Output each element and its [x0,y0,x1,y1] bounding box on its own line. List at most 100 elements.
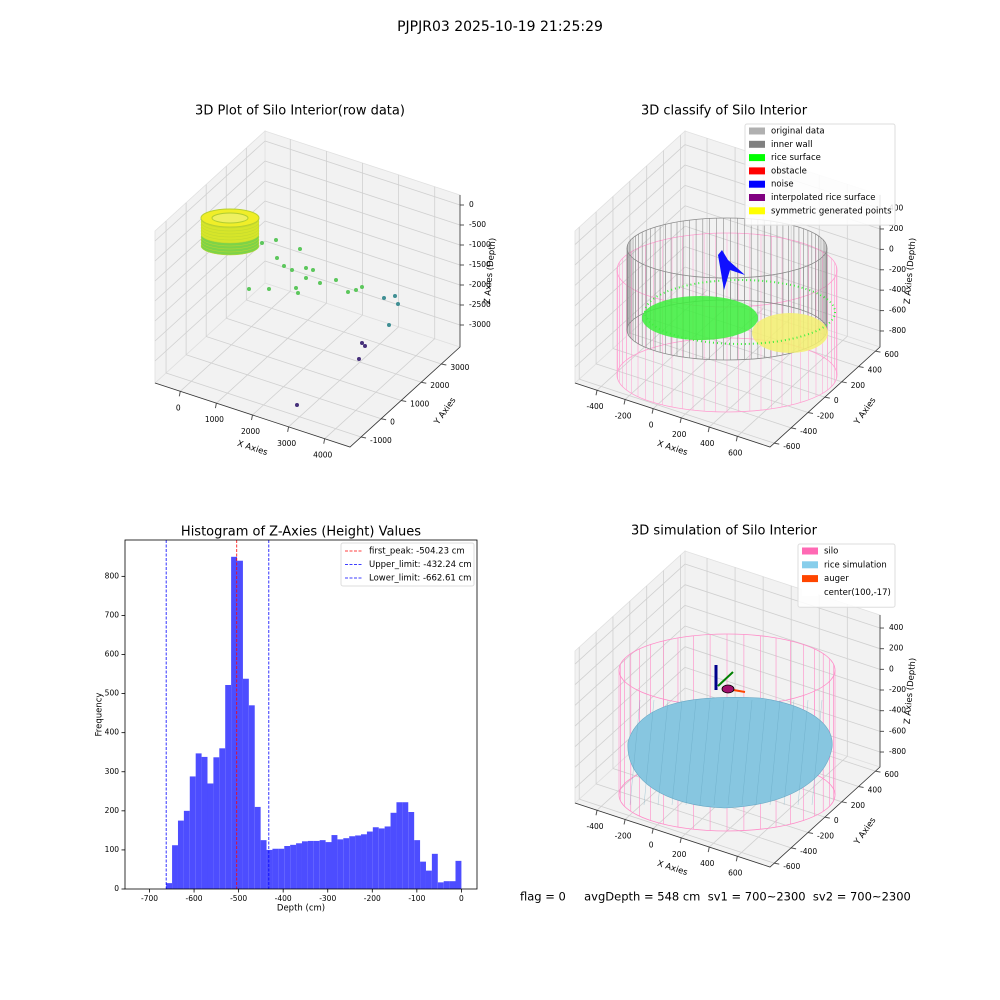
legend-box [797,543,896,608]
grid-line [154,240,266,342]
y-tick-label: 2000 [430,381,449,390]
y-tick-label: 0 [834,816,839,825]
bar [366,831,373,889]
tick-mark [790,847,797,850]
bar [242,678,249,889]
mesh-line [755,699,767,806]
tick-mark [841,801,847,804]
point [304,266,308,270]
mesh-line [811,699,823,806]
z-tick-label: -600 [889,306,906,315]
bar [437,882,444,889]
mesh-line [741,699,753,806]
tick-mark [858,365,864,368]
grid-line [206,336,402,401]
bar [219,748,226,889]
y-axis-label: Y Axies [432,395,459,427]
bar [425,870,432,889]
grid-line [579,378,775,444]
x-tick-label: 0 [459,894,464,903]
legend-label: original data [771,127,825,137]
plot-title: Histogram of Z-Axies (Height) Values [181,525,421,540]
bar [301,841,308,889]
plot-title: 3D Plot of Silo Interior(row data) [195,104,405,119]
mesh-line [727,699,739,806]
point-cloud [644,279,836,345]
legend-label: auger [824,574,849,584]
z-tick-label: -200 [889,685,906,694]
legend-swatch [802,588,818,596]
bar [408,812,415,889]
grid-line [574,225,686,327]
bar [254,806,261,889]
grid-line [264,140,461,206]
point-cloud [752,313,828,353]
legend-label: silo [824,547,838,557]
point [260,241,264,245]
grid-line [574,667,686,768]
legend-swatch [749,180,765,188]
y-tick-label: -600 [783,862,800,871]
grid-line [264,180,461,246]
x-tick-label: 0 [649,841,654,850]
tick-mark [595,810,598,816]
tick-mark [251,414,253,421]
x-tick-label: 1000 [205,415,224,424]
bar [378,828,385,889]
point [294,286,298,290]
tick-mark [421,381,427,384]
legend-label: symmetric generated points [771,206,892,216]
bar [390,812,397,889]
z-tick-label: -1500 [469,260,491,269]
tick-mark [707,426,710,433]
y-tick-label: 0 [114,884,119,893]
legend-label: obstacle [771,166,807,176]
x-tick-label: 400 [700,439,715,448]
y-tick-label: 300 [105,767,120,776]
x-axis-label: Depth (cm) [277,904,325,914]
y-tick-label: 400 [868,365,883,374]
z-tick-label: 0 [469,200,474,209]
grid-line [574,625,686,727]
grid-line [574,266,686,368]
tick-mark [214,403,217,409]
grid-line [684,246,881,311]
y-tick-label: 600 [884,770,899,779]
x-tick-label: -500 [230,894,247,903]
x-tick-label: 0 [176,403,181,412]
x-tick-label: -200 [615,831,632,840]
tick-mark [735,856,738,862]
grid-line [595,363,792,429]
auger [721,684,735,694]
bar [307,840,314,889]
axis-line [574,195,881,448]
legend-swatch [749,194,765,201]
point [247,287,251,291]
mesh-line [657,699,669,806]
tick-mark [651,828,654,834]
bar [449,881,456,889]
legend-label: interpolated rice surface [771,193,876,203]
z-tick-label: -800 [889,747,906,756]
tick-mark [595,390,598,396]
grid-line [574,144,686,245]
legend-label: rice simulation [824,560,887,570]
grid-line [684,646,881,712]
tick-mark [858,785,864,788]
bar [319,840,326,889]
y-tick-label: 200 [851,801,866,810]
legend-swatch [749,140,765,148]
tick-mark [790,427,797,430]
legend-swatch [749,154,765,162]
legend-label: noise [771,180,794,190]
tick-mark [623,819,626,825]
z-tick-label: -200 [889,265,906,274]
tick-mark [824,396,830,399]
z-axis-label: Z Axies (Depth) [903,657,919,724]
tick-mark [807,412,814,414]
footer-text: flag = 0 avgDepth = 548 cm sv1 = 700~230… [520,890,911,904]
point [334,278,338,282]
point [393,294,397,298]
y-tick-label: 400 [105,728,120,737]
bar [172,845,178,889]
